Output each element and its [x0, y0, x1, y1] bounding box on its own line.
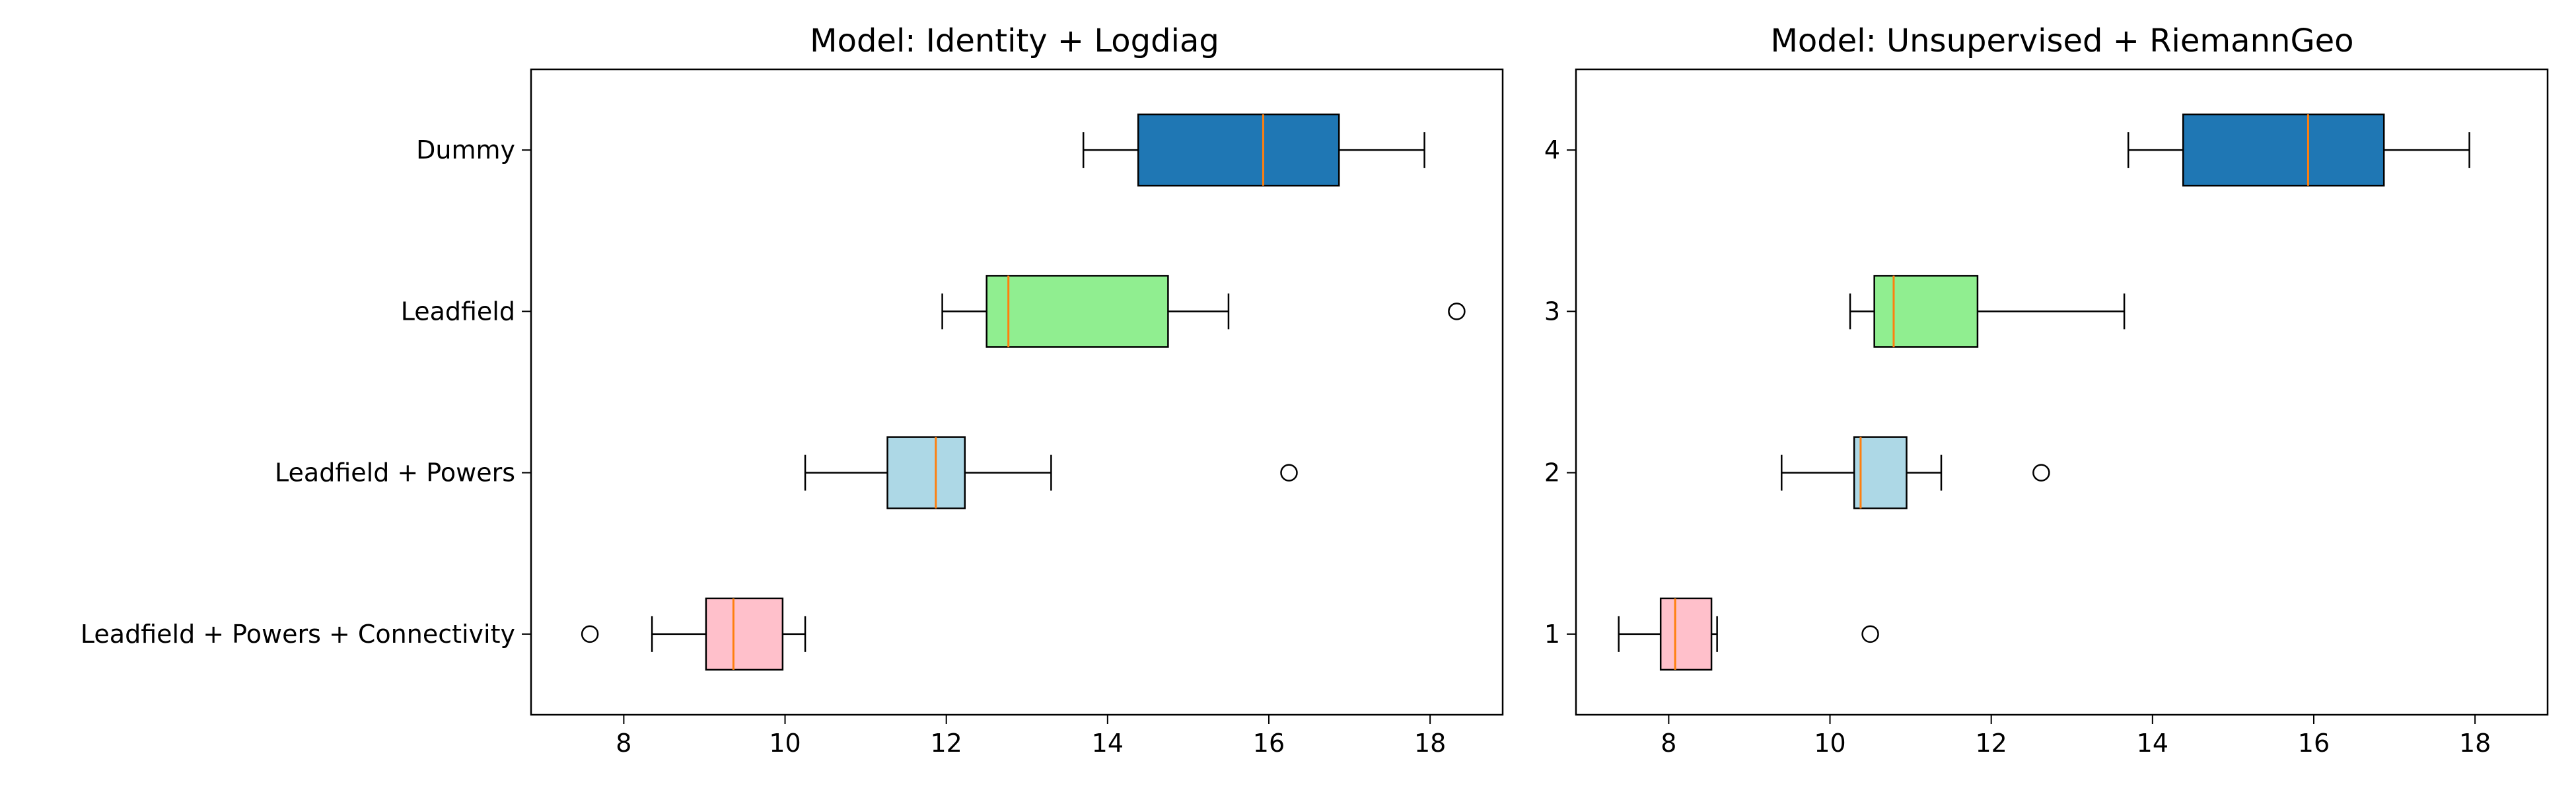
y-tick-label: 4: [1544, 135, 1560, 164]
outlier-point: [581, 625, 599, 643]
outlier-point: [1448, 303, 1466, 320]
y-tick-label: Leadfield + Powers: [275, 458, 515, 488]
box: [2182, 113, 2385, 187]
x-tick-label: 14: [1092, 729, 1124, 758]
box: [985, 275, 1169, 348]
box: [1659, 597, 1713, 671]
box: [1873, 275, 1979, 348]
outlier-point: [1280, 464, 1298, 482]
x-tick-label: 16: [1253, 729, 1285, 758]
axes-frame: [1575, 68, 2549, 716]
box: [1137, 113, 1340, 187]
x-tick-label: 18: [1414, 729, 1446, 758]
chart-title: Model: Unsupervised + RiemannGeo: [1770, 22, 2353, 59]
outlier-point: [2032, 464, 2050, 482]
x-tick-label: 16: [2298, 729, 2330, 758]
y-tick-label: 1: [1544, 620, 1560, 649]
x-tick-label: 12: [1976, 729, 2007, 758]
box: [705, 597, 784, 671]
panel-identity-logdiag: Model: Identity + Logdiag 8 10 12 14 16 18 Dum…: [81, 22, 1504, 758]
y-tick-label: Leadfield: [401, 297, 515, 326]
chart-title: Model: Identity + Logdiag: [810, 22, 1219, 59]
y-tick-label: 2: [1544, 458, 1560, 488]
x-tick-label: 10: [1814, 729, 1845, 758]
box: [886, 436, 966, 509]
x-tick-label: 10: [769, 729, 801, 758]
outlier-point: [1861, 625, 1879, 643]
box: [1853, 436, 1908, 509]
axes-frame: [530, 68, 1504, 716]
x-tick-label: 8: [1661, 729, 1676, 758]
x-tick-label: 12: [931, 729, 962, 758]
y-tick-label: Dummy: [416, 135, 515, 164]
x-tick-label: 18: [2459, 729, 2491, 758]
y-tick-label: 3: [1544, 297, 1560, 326]
x-tick-label: 14: [2137, 729, 2168, 758]
x-tick-label: 8: [616, 729, 631, 758]
panel-unsupervised-riemanngeo: Model: Unsupervised + RiemannGeo 8 10 12 14…: [1544, 22, 2549, 758]
y-tick-label: Leadfield + Powers + Connectivity: [81, 620, 515, 649]
